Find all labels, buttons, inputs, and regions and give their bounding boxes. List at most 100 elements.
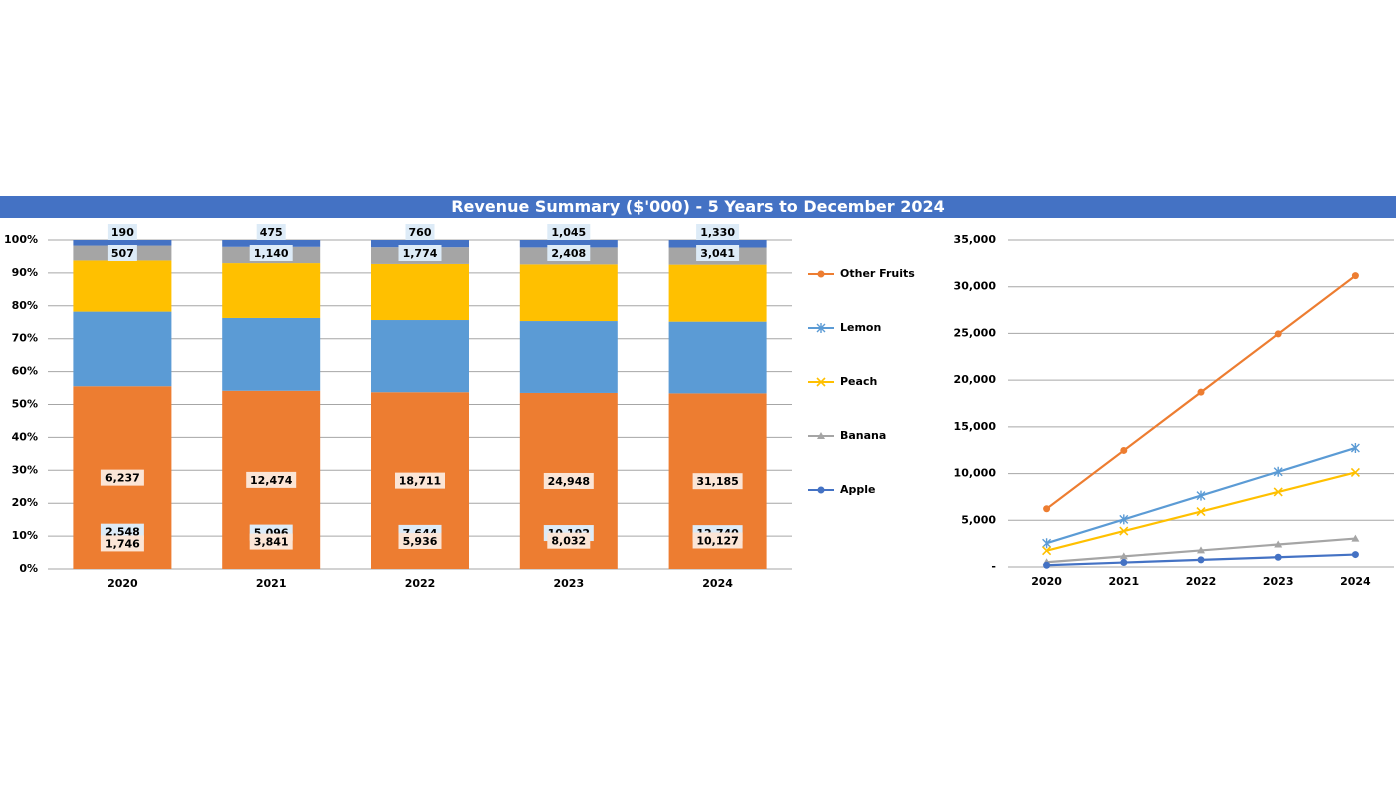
data-label: 8,032 xyxy=(551,535,586,548)
data-label-bg xyxy=(256,224,286,240)
data-label-bg xyxy=(547,224,591,240)
data-label: 3,841 xyxy=(254,536,289,549)
legend-marker xyxy=(816,323,826,333)
data-point xyxy=(1351,534,1360,542)
x-tick-label: 2023 xyxy=(1263,575,1294,588)
data-label-bg xyxy=(696,224,740,240)
data-label: 12,474 xyxy=(250,474,293,487)
legend-marker xyxy=(817,432,825,439)
data-point xyxy=(1274,553,1282,561)
data-point xyxy=(1043,505,1051,513)
legend-marker xyxy=(817,270,825,278)
data-label: 1,330 xyxy=(700,226,735,239)
data-label: 190 xyxy=(111,226,134,239)
legend-label: Apple xyxy=(840,483,876,496)
data-label-bg xyxy=(249,533,293,550)
y-tick-label: 5,000 xyxy=(961,513,996,526)
bar-segment xyxy=(222,240,321,247)
data-label-bg xyxy=(107,224,137,240)
legend-label: Lemon xyxy=(840,321,881,334)
data-label-bg xyxy=(100,469,144,486)
data-point xyxy=(1120,446,1128,454)
x-tick-label: 2020 xyxy=(1031,575,1062,588)
legend-label: Peach xyxy=(840,375,877,388)
y-tick-label: 50% xyxy=(12,398,38,411)
data-label-bg xyxy=(547,532,591,549)
x-tick-label: 2021 xyxy=(256,577,287,590)
data-point xyxy=(1351,551,1359,559)
data-point xyxy=(1119,552,1128,560)
data-point xyxy=(1197,556,1205,564)
y-tick-label: 30,000 xyxy=(954,280,997,293)
data-label: 18,711 xyxy=(399,475,441,488)
x-tick-label: 2021 xyxy=(1108,575,1139,588)
y-tick-label: 40% xyxy=(12,430,38,443)
y-tick-label: 35,000 xyxy=(954,233,997,246)
bar-segment xyxy=(371,263,469,321)
data-label: 1,140 xyxy=(254,247,289,260)
bar-segment xyxy=(519,321,618,393)
x-tick-label: 2022 xyxy=(405,577,436,590)
bar-segment xyxy=(371,320,469,393)
data-label-bg xyxy=(395,472,445,489)
bar-segment xyxy=(73,240,172,246)
y-tick-label: 90% xyxy=(12,266,38,279)
bar-segment xyxy=(519,264,618,322)
data-point xyxy=(1196,506,1206,517)
data-label-bg xyxy=(696,245,740,261)
data-point xyxy=(1197,546,1205,554)
data-label: 3,041 xyxy=(700,247,735,260)
data-point xyxy=(1274,540,1283,548)
y-tick-label: 30% xyxy=(12,463,38,476)
data-point xyxy=(1043,561,1051,569)
legend-marker xyxy=(816,377,826,387)
data-label: 5,936 xyxy=(403,535,438,548)
data-point xyxy=(1120,559,1128,567)
data-label: 2,408 xyxy=(551,247,586,260)
bar-segment xyxy=(73,260,172,312)
data-point xyxy=(1273,487,1283,497)
data-label: 507 xyxy=(111,247,134,260)
x-tick-label: 2020 xyxy=(107,577,138,590)
data-label-bg xyxy=(405,224,435,240)
y-tick-label: 100% xyxy=(4,233,38,246)
bar-segment xyxy=(222,317,321,391)
data-label-bg xyxy=(246,471,297,488)
x-tick-label: 2022 xyxy=(1186,575,1217,588)
data-label: 1,774 xyxy=(403,247,438,260)
bar-segment xyxy=(519,240,618,248)
data-point xyxy=(1197,388,1205,396)
data-label: 31,185 xyxy=(696,475,738,488)
data-label: 24,948 xyxy=(548,475,590,488)
data-label-bg xyxy=(543,472,594,489)
legend-marker xyxy=(817,486,825,494)
data-label-bg xyxy=(249,245,293,261)
bar-segment xyxy=(73,311,172,387)
data-label-bg xyxy=(547,245,591,261)
data-label: 1,746 xyxy=(105,537,140,550)
bar-segment xyxy=(222,263,321,318)
bar-segment xyxy=(371,240,469,248)
bar-segment xyxy=(668,321,767,394)
data-point xyxy=(1119,514,1129,525)
data-label-bg xyxy=(692,473,743,490)
data-label: 1,045 xyxy=(551,226,586,239)
y-tick-label: 25,000 xyxy=(954,326,997,339)
data-point xyxy=(1042,538,1052,549)
data-point xyxy=(1350,442,1360,453)
bar-segment xyxy=(668,240,767,248)
data-point xyxy=(1196,490,1206,501)
x-tick-label: 2023 xyxy=(553,577,584,590)
data-label: 760 xyxy=(409,226,432,239)
data-label-bg xyxy=(100,535,144,552)
y-tick-label: 20,000 xyxy=(954,373,997,386)
data-point xyxy=(1119,526,1129,536)
legend-label: Other Fruits xyxy=(840,267,915,280)
data-point xyxy=(1273,466,1283,477)
legend-label: Banana xyxy=(840,429,886,442)
chart-title-banner: Revenue Summary ($'000) - 5 Years to Dec… xyxy=(0,196,1396,218)
y-tick-label: 15,000 xyxy=(954,420,997,433)
bar-segment xyxy=(668,264,767,322)
y-tick-label: - xyxy=(991,560,996,573)
